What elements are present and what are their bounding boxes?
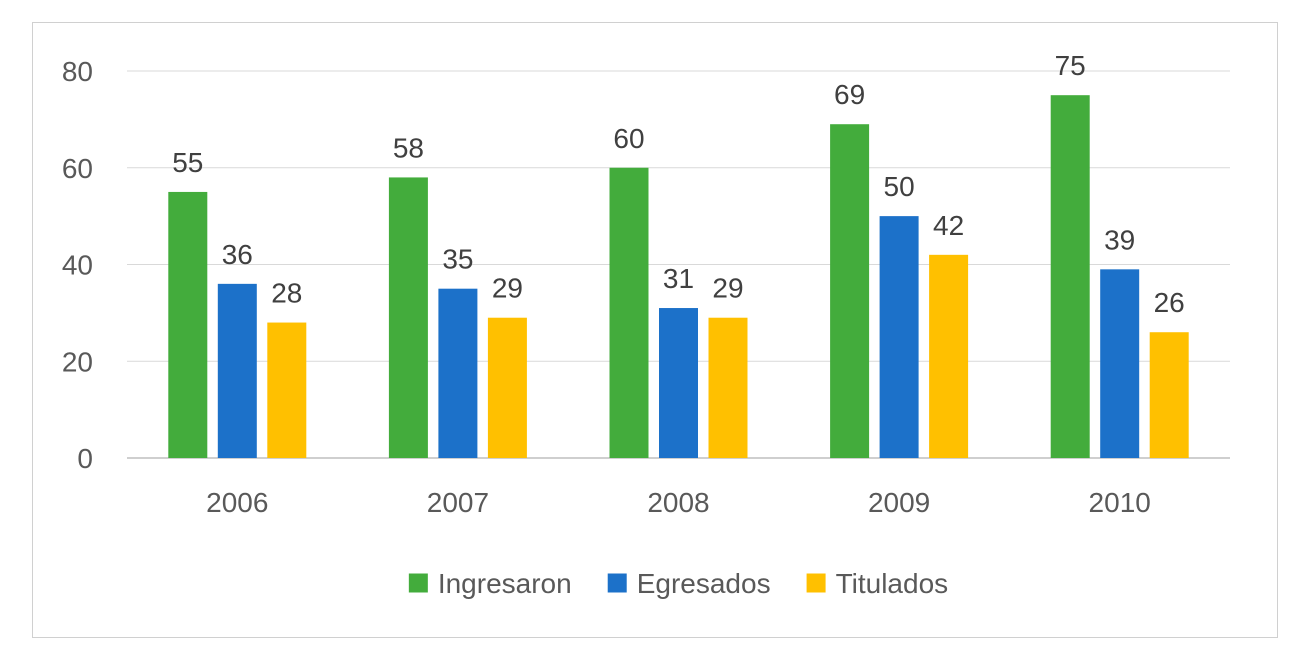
data-label-egresados-2009: 50 bbox=[884, 171, 915, 202]
bar-egresados-2009 bbox=[879, 216, 919, 458]
x-tick-label: 2009 bbox=[868, 487, 930, 518]
bar-titulados-2006 bbox=[267, 322, 307, 458]
data-label-titulados-2006: 28 bbox=[271, 278, 302, 309]
x-axis-tick-labels: 2006 2007 2008 2009 2010 bbox=[206, 487, 1151, 518]
data-label-ingresaron-2008: 60 bbox=[613, 123, 644, 154]
bar-titulados-2008 bbox=[708, 317, 748, 458]
bar-titulados-2007 bbox=[487, 317, 527, 458]
bar-titulados-2010 bbox=[1149, 332, 1189, 458]
data-label-titulados-2008: 29 bbox=[712, 273, 743, 304]
y-tick-label: 40 bbox=[62, 250, 93, 281]
y-tick-label: 80 bbox=[62, 56, 93, 87]
legend-label-egresados: Egresados bbox=[637, 568, 771, 599]
legend-swatch-titulados bbox=[806, 573, 826, 593]
bar-ingresaron-2008 bbox=[609, 167, 649, 458]
y-tick-label: 0 bbox=[77, 443, 93, 474]
data-label-titulados-2009: 42 bbox=[933, 210, 964, 241]
bar-egresados-2008 bbox=[659, 308, 698, 458]
data-label-ingresaron-2009: 69 bbox=[834, 79, 865, 110]
bar-ingresaron-2006 bbox=[168, 191, 208, 458]
data-label-egresados-2007: 35 bbox=[442, 244, 473, 275]
legend-label-ingresaron: Ingresaron bbox=[438, 568, 572, 599]
bars bbox=[168, 95, 1189, 459]
data-label-egresados-2008: 31 bbox=[663, 263, 694, 294]
data-label-ingresaron-2006: 55 bbox=[172, 147, 203, 178]
legend-swatch-ingresaron bbox=[408, 573, 428, 593]
y-axis-tick-labels: 0 20 40 60 80 bbox=[62, 56, 93, 474]
y-tick-label: 20 bbox=[62, 346, 93, 377]
bar-ingresaron-2009 bbox=[830, 124, 870, 459]
data-label-ingresaron-2007: 58 bbox=[393, 132, 424, 163]
x-tick-label: 2010 bbox=[1089, 487, 1151, 518]
data-label-titulados-2010: 26 bbox=[1154, 287, 1185, 318]
data-labels: 55 36 28 58 35 29 60 31 29 69 50 42 75 39 26 bbox=[172, 50, 1185, 318]
bar-egresados-2006 bbox=[217, 283, 257, 458]
bar-egresados-2007 bbox=[438, 288, 478, 458]
bar-ingresaron-2007 bbox=[388, 177, 428, 459]
bar-egresados-2010 bbox=[1100, 269, 1140, 458]
legend: Ingresaron Egresados Titulados bbox=[408, 568, 949, 599]
data-label-ingresaron-2010: 75 bbox=[1055, 50, 1086, 81]
data-label-titulados-2007: 29 bbox=[492, 273, 523, 304]
legend-swatch-egresados bbox=[607, 573, 627, 593]
y-tick-label: 60 bbox=[62, 153, 93, 184]
legend-label-titulados: Titulados bbox=[836, 568, 949, 599]
data-label-egresados-2006: 36 bbox=[222, 239, 253, 270]
data-label-egresados-2010: 39 bbox=[1104, 224, 1135, 255]
x-tick-label: 2006 bbox=[206, 487, 268, 518]
x-tick-label: 2007 bbox=[427, 487, 489, 518]
x-tick-label: 2008 bbox=[647, 487, 709, 518]
bar-titulados-2009 bbox=[929, 254, 969, 458]
bar-ingresaron-2010 bbox=[1050, 95, 1090, 458]
